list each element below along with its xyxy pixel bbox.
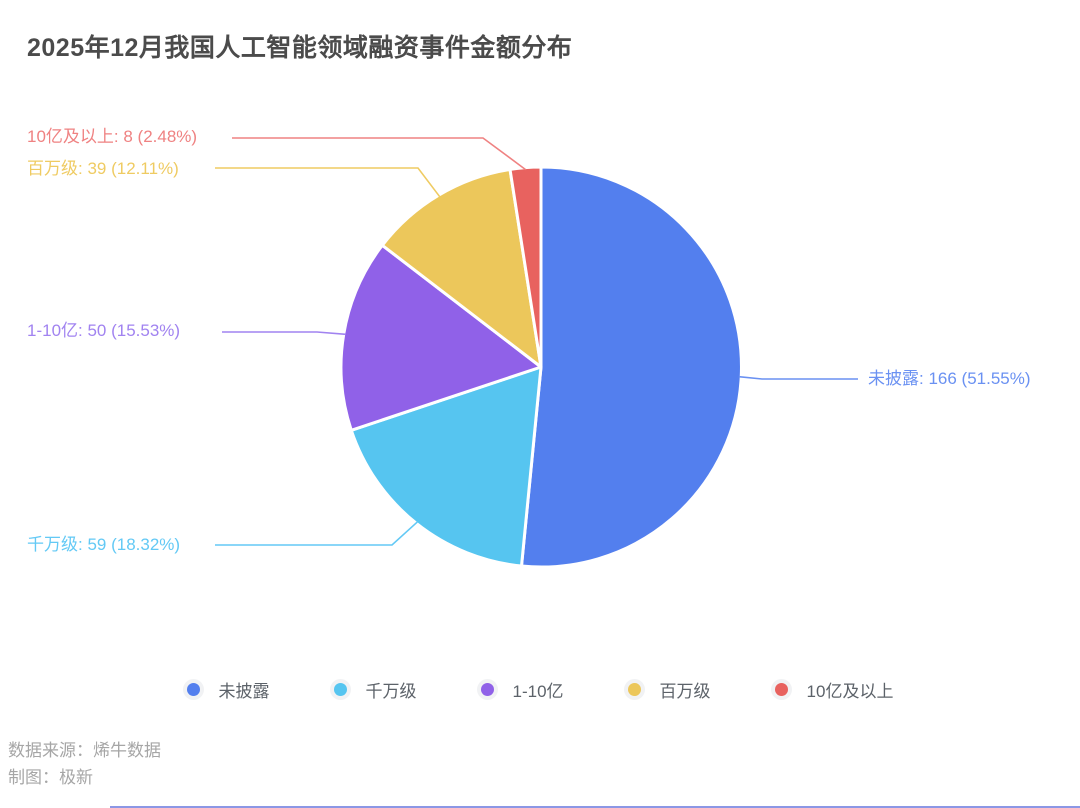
legend: 未披露 千万级 1-10亿 百万级 10亿及以上 (0, 677, 1080, 702)
legend-label: 未披露 (218, 682, 270, 701)
leader-line-1 (215, 521, 419, 546)
slice-label-1: 千万级: 59 (18.32%) (27, 535, 181, 554)
slice-label-4: 10亿及以上: 8 (2.48%) (27, 127, 198, 146)
pie-slice-0[interactable] (520, 165, 743, 569)
source-note: 数据来源：烯牛数据 制图：极新 (8, 737, 161, 791)
legend-item-3[interactable]: 百万级 (627, 677, 711, 702)
legend-item-1[interactable]: 千万级 (333, 677, 417, 702)
legend-dot-icon (186, 683, 200, 696)
legend-item-4[interactable]: 10亿及以上 (774, 677, 894, 702)
legend-dot-icon (627, 683, 641, 696)
pie-slice-4[interactable] (508, 165, 543, 369)
leader-line-4 (232, 137, 527, 171)
legend-label: 百万级 (659, 682, 711, 701)
legend-label: 1-10亿 (512, 682, 564, 701)
leader-line-2 (222, 331, 346, 336)
bottom-divider (110, 806, 1080, 808)
legend-dot-icon (480, 683, 494, 696)
slice-label-3: 百万级: 39 (12.11%) (27, 159, 179, 178)
legend-item-2[interactable]: 1-10亿 (480, 677, 564, 702)
slice-label-2: 1-10亿: 50 (15.53%) (27, 321, 181, 340)
leader-line-0 (738, 375, 858, 380)
leader-line-3 (215, 167, 441, 198)
legend-dot-icon (774, 683, 788, 696)
legend-dot-icon (333, 683, 347, 696)
label-leader-lines (215, 137, 858, 546)
source-line: 数据来源：烯牛数据 (8, 741, 161, 760)
legend-item-0[interactable]: 未披露 (186, 677, 270, 702)
credit-line: 制图：极新 (8, 768, 93, 787)
slice-label-0: 未披露: 166 (51.55%) (868, 369, 1031, 388)
chart-title: 2025年12月我国人工智能领域融资事件金额分布 (27, 34, 573, 62)
legend-label: 千万级 (365, 682, 417, 701)
pie-slices (339, 165, 743, 569)
legend-label: 10亿及以上 (806, 682, 894, 701)
